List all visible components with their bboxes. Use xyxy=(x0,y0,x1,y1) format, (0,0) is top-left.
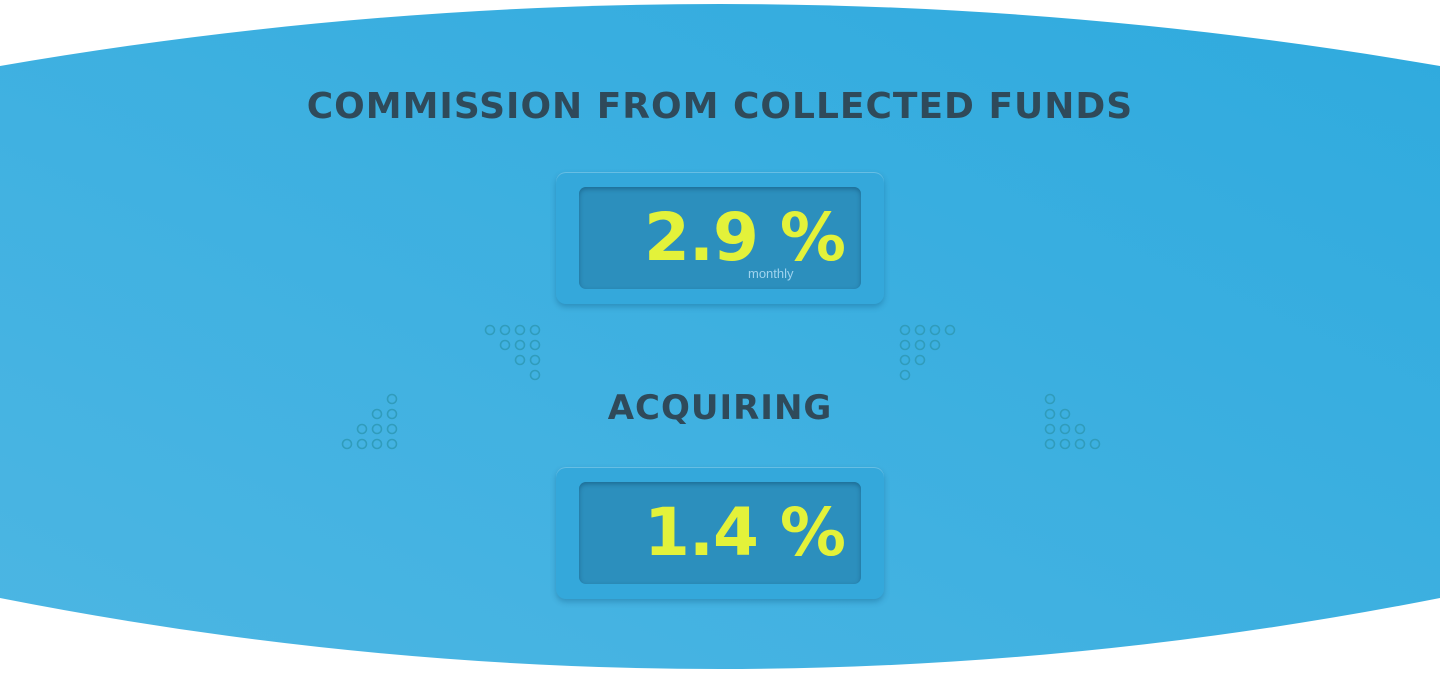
acquiring-rate-screen: 1.4 % xyxy=(579,482,861,584)
commission-heading: COMMISSION FROM COLLECTED FUNDS xyxy=(306,86,1134,127)
commission-rate-period: monthly xyxy=(748,266,794,281)
acquiring-heading: ACQUIRING xyxy=(607,388,833,428)
acquiring-rate-value: 1.4 % xyxy=(643,494,846,571)
commission-rate-screen: 2.9 % monthly xyxy=(579,187,861,289)
commission-rate-value: 2.9 % xyxy=(643,199,846,276)
acquiring-rate-display: 1.4 % xyxy=(556,467,884,599)
commission-rate-display: 2.9 % monthly xyxy=(556,172,884,304)
